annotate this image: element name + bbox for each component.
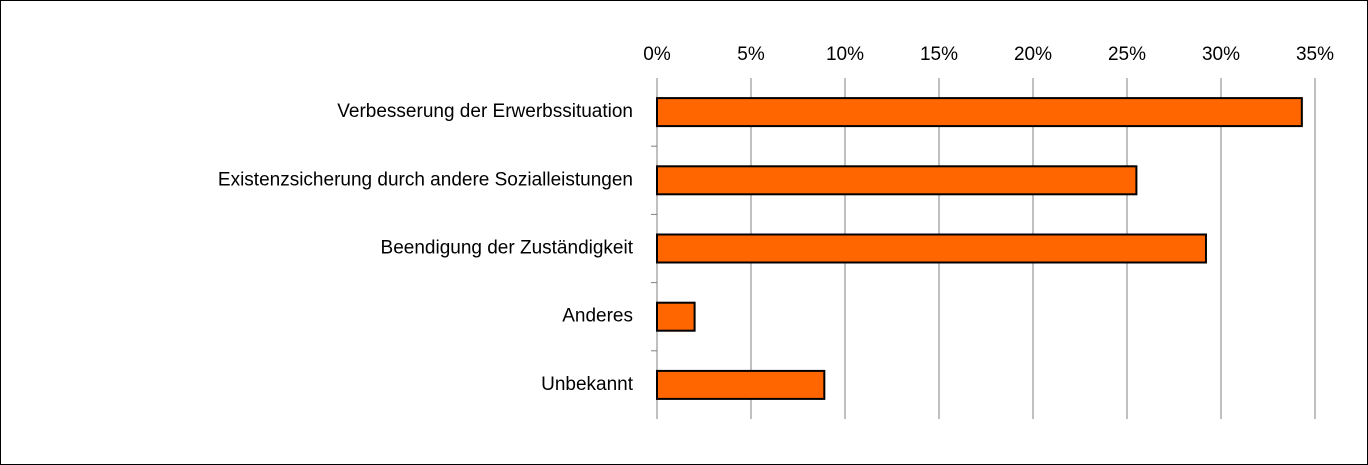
y-tick-label: Verbesserung der Erwerbssituation [337, 101, 633, 122]
x-tick-label: 5% [737, 44, 765, 65]
x-tick-label: 15% [920, 44, 958, 65]
y-tick-label: Beendigung der Zuständigkeit [381, 238, 634, 259]
bar [656, 301, 696, 332]
bar [656, 97, 1303, 128]
bar [656, 233, 1207, 264]
bar [656, 165, 1138, 196]
x-tick-label: 35% [1296, 44, 1334, 65]
x-tick-label: 25% [1108, 44, 1146, 65]
y-tick-label: Unbekannt [541, 374, 634, 395]
x-tick-label: 10% [826, 44, 864, 65]
y-tick-label: Anderes [562, 306, 633, 327]
bar [656, 369, 826, 400]
y-tick-label: Existenzsicherung durch andere Soziallei… [218, 169, 633, 190]
x-tick-label: 0% [643, 44, 671, 65]
x-tick-label: 20% [1014, 44, 1052, 65]
x-tick-label: 30% [1202, 44, 1240, 65]
